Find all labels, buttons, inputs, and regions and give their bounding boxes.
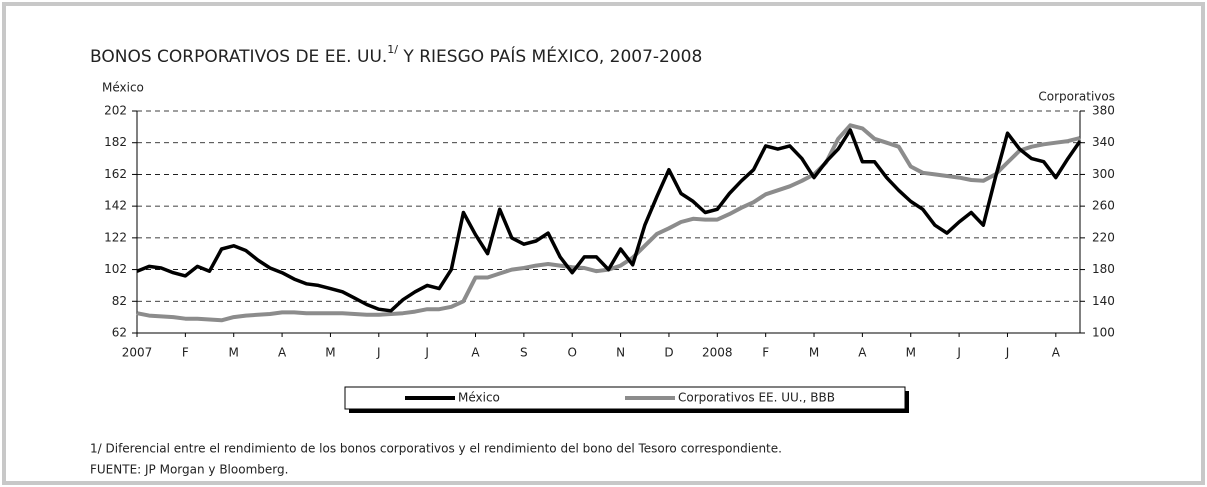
x-tick-label: 2008 (702, 346, 733, 360)
y-tick-label: 62 (112, 326, 127, 340)
x-tick-label: J (424, 346, 429, 360)
x-tick-label: A (471, 346, 480, 360)
x-tick-label: M (906, 346, 916, 360)
chart-title: BONOS CORPORATIVOS DE EE. UU.1/ Y RIESGO… (90, 43, 702, 67)
y2-tick-label: 380 (1092, 104, 1115, 118)
y-tick-label: 182 (104, 135, 127, 149)
title-part: Y RIESGO PAÍS MÉXICO, 2007-2008 (398, 45, 702, 67)
y2-tick-label: 100 (1092, 326, 1115, 340)
title-part: BONOS CORPORATIVOS DE EE. UU. (90, 47, 387, 67)
x-tick-label: M (809, 346, 819, 360)
x-tick-label: O (568, 346, 577, 360)
series-line (136, 123, 1081, 323)
y2-tick-label: 260 (1092, 199, 1115, 213)
y2-tick-label: 220 (1092, 230, 1115, 244)
y-tick-label: 122 (104, 230, 127, 244)
y-tick-label: 82 (112, 294, 127, 308)
x-tick-label: S (520, 346, 528, 360)
x-tick-label: F (762, 346, 769, 360)
series-line (136, 128, 1082, 313)
y-tick-label: 102 (104, 262, 127, 276)
source: FUENTE: JP Morgan y Bloomberg. (90, 463, 288, 477)
y2-tick-label: 300 (1092, 167, 1115, 181)
x-tick-label: 2007 (122, 346, 153, 360)
y-axis-label: México (102, 81, 144, 95)
y-tick-label: 142 (104, 199, 127, 213)
x-tick-label: J (1005, 346, 1010, 360)
x-tick-label: M (325, 346, 335, 360)
legend-label: México (458, 391, 500, 405)
title-note: 1/ (387, 43, 398, 56)
y2-tick-label: 180 (1092, 262, 1115, 276)
x-tick-label: A (858, 346, 867, 360)
x-tick-label: A (278, 346, 287, 360)
y2-axis-label: Corporativos (1038, 90, 1115, 104)
x-tick-label: N (616, 346, 625, 360)
footnote: 1/ Diferencial entre el rendimiento de l… (90, 442, 782, 456)
x-tick-label: J (376, 346, 381, 360)
x-tick-label: F (182, 346, 189, 360)
y2-tick-label: 340 (1092, 135, 1115, 149)
legend-label: Corporativos EE. UU., BBB (678, 391, 835, 405)
x-tick-label: A (1052, 346, 1061, 360)
y-tick-label: 162 (104, 167, 127, 181)
x-tick-label: M (229, 346, 239, 360)
y-tick-label: 202 (104, 104, 127, 118)
y2-tick-label: 140 (1092, 294, 1115, 308)
x-tick-label: J (956, 346, 961, 360)
x-tick-label: D (664, 346, 673, 360)
